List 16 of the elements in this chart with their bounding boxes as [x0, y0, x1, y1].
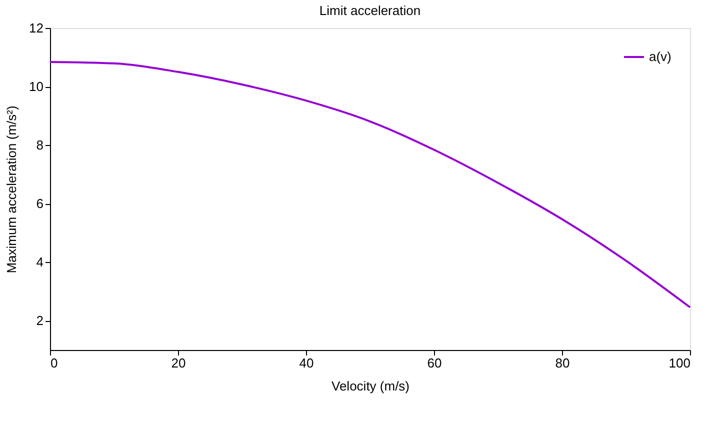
- y-tick-label: 2: [36, 313, 44, 328]
- x-axis-title: Velocity (m/s): [331, 378, 410, 394]
- x-tick-label: 0: [50, 356, 58, 370]
- x-tick-label: 40: [299, 356, 314, 370]
- y-tick-label: 12: [29, 20, 44, 36]
- y-axis-title: Maximum acceleration (m/s²): [4, 106, 20, 274]
- y-tick-label: 4: [36, 254, 44, 270]
- y-tick-label: 8: [36, 138, 44, 153]
- y-tick-label: 6: [36, 196, 44, 212]
- x-tick-label: 80: [555, 356, 570, 370]
- x-tick-label: 60: [427, 356, 442, 370]
- x-tick-label: 20: [171, 356, 186, 370]
- y-tick-label: 10: [29, 79, 44, 94]
- x-tick-label: 100: [668, 356, 690, 370]
- legend-label: a(v): [649, 49, 672, 64]
- chart-title: Limit acceleration: [319, 3, 421, 18]
